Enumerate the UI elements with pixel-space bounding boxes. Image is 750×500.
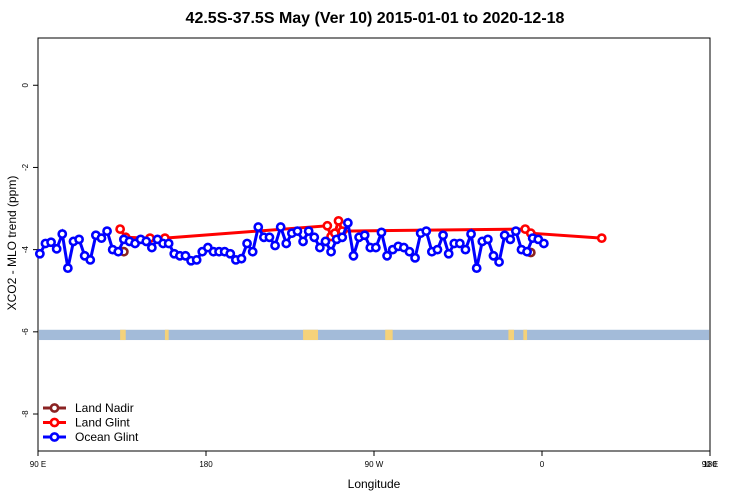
data-point [342,218,353,228]
data-point [320,236,331,247]
data-point [281,238,292,249]
series-layer [34,215,607,274]
data-point [326,246,336,257]
data-point [113,246,124,257]
data-point [510,226,521,237]
data-point [146,242,157,253]
data-point [410,252,420,263]
data-point [163,238,174,249]
data-point [460,244,471,255]
land-patch [120,329,126,341]
data-point [596,233,607,244]
data-point [115,224,126,234]
data-point [443,248,454,259]
data-point [264,232,275,243]
y-tick-label: -6 [21,328,30,336]
land-patch [385,329,393,341]
data-point [337,232,348,243]
legend-marker [49,417,60,428]
legend-marker [49,432,60,442]
data-point [370,242,381,253]
data-point [488,250,499,261]
data-point [85,255,96,265]
data-point [432,244,443,255]
legend-label: Land Nadir [75,401,134,415]
data-point [538,238,549,249]
x-tick-label: 180 [199,460,213,469]
legend-marker [49,403,60,413]
land-patch [508,329,514,341]
data-point [333,215,344,226]
series-ocean-glint [34,217,549,274]
surface-band [39,329,709,341]
land-patch [523,329,528,341]
data-point [404,246,415,257]
data-point [62,263,73,274]
x-tick-label: 90 E [30,460,46,469]
data-point [466,229,476,239]
x-tick-label: 180 [703,460,717,469]
data-point [382,250,392,261]
y-tick-label: -4 [21,246,30,254]
x-tick-label: 90 E [702,460,718,469]
data-point [275,222,286,232]
data-point [225,248,236,259]
data-point [348,250,359,261]
data-point [359,230,370,241]
data-point [270,240,280,251]
legend-label: Land Glint [75,416,130,430]
data-point [376,227,387,238]
x-axis-label: Longitude [347,477,401,491]
data-point [96,233,107,244]
data-point [51,243,62,254]
data-point [102,226,112,237]
data-point [57,229,68,239]
data-point [242,238,252,249]
data-point [180,250,191,261]
data-point [236,253,247,264]
data-point [322,220,333,231]
data-point [46,237,56,248]
data-point [438,230,448,241]
data-point [454,238,465,249]
data-point [191,255,202,265]
data-point [303,226,314,237]
data-point [421,226,432,237]
y-tick-label: -2 [21,163,30,171]
data-point [494,257,504,267]
y-tick-label: -8 [21,410,30,418]
legend-label: Ocean Glint [75,430,139,444]
chart-title: 42.5S-37.5S May (Ver 10) 2015-01-01 to 2… [185,10,565,27]
data-point [522,246,532,257]
y-tick-label: 0 [21,82,30,87]
data-point [471,263,482,274]
data-point [253,222,264,232]
data-point [314,242,325,253]
data-point [309,232,320,243]
data-point [505,234,516,245]
data-point [247,246,258,257]
x-tick-label: 90 W [365,460,384,469]
land-patch [164,329,169,341]
land-patch [303,329,318,341]
data-point [74,234,84,245]
ocean-band [39,329,709,341]
data-point [34,248,45,259]
data-point [482,234,493,245]
data-point [292,226,303,237]
x-tick-label: 0 [540,460,545,469]
data-point [298,236,308,247]
data-point [141,236,152,247]
